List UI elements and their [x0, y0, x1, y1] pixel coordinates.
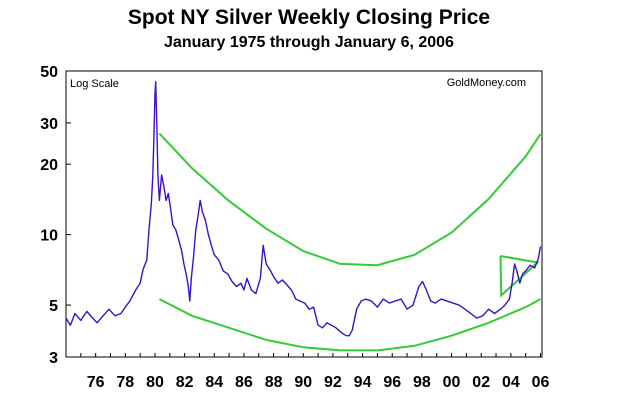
x-axis: 76 78 80 82 84 86 88 90 92 94 96 98 00 02 04 06 — [80, 353, 550, 391]
y-tick-label: 50 — [40, 64, 58, 81]
x-tick-label: 96 — [383, 374, 401, 391]
plot-area — [65, 70, 543, 358]
x-tick-label: 86 — [235, 374, 253, 391]
chart-subtitle: January 1975 through January 6, 2006 — [164, 34, 454, 51]
x-tick-label: 02 — [472, 374, 490, 391]
y-axis: 3 5 10 20 30 50 — [40, 64, 71, 367]
x-tick-label: 92 — [324, 374, 342, 391]
x-tick-label: 80 — [146, 374, 164, 391]
y-tick-label: 3 — [49, 350, 58, 367]
x-tick-label: 06 — [532, 374, 550, 391]
x-tick-label: 84 — [205, 374, 223, 391]
x-tick-label: 90 — [294, 374, 312, 391]
chart-title: Spot NY Silver Weekly Closing Price — [127, 6, 491, 29]
y-tick-label: 20 — [40, 157, 58, 174]
x-tick-label: 82 — [176, 374, 194, 391]
x-tick-label: 94 — [354, 374, 372, 391]
x-tick-label: 78 — [116, 374, 134, 391]
x-tick-label: 98 — [413, 374, 431, 391]
x-tick-label: 76 — [87, 374, 105, 391]
y-tick-label: 10 — [40, 228, 58, 245]
trend-lower-arc — [158, 298, 541, 352]
series-line-silver-price — [65, 81, 542, 337]
x-tick-label: 04 — [502, 374, 520, 391]
source-label: GoldMoney.com — [447, 77, 526, 89]
x-tick-label: 88 — [265, 374, 283, 391]
x-tick-label: 00 — [443, 374, 461, 391]
log-scale-note: Log Scale — [70, 78, 119, 90]
y-tick-label: 5 — [49, 298, 58, 315]
trend-upper-arc — [158, 132, 542, 267]
y-tick-label: 30 — [40, 116, 58, 133]
